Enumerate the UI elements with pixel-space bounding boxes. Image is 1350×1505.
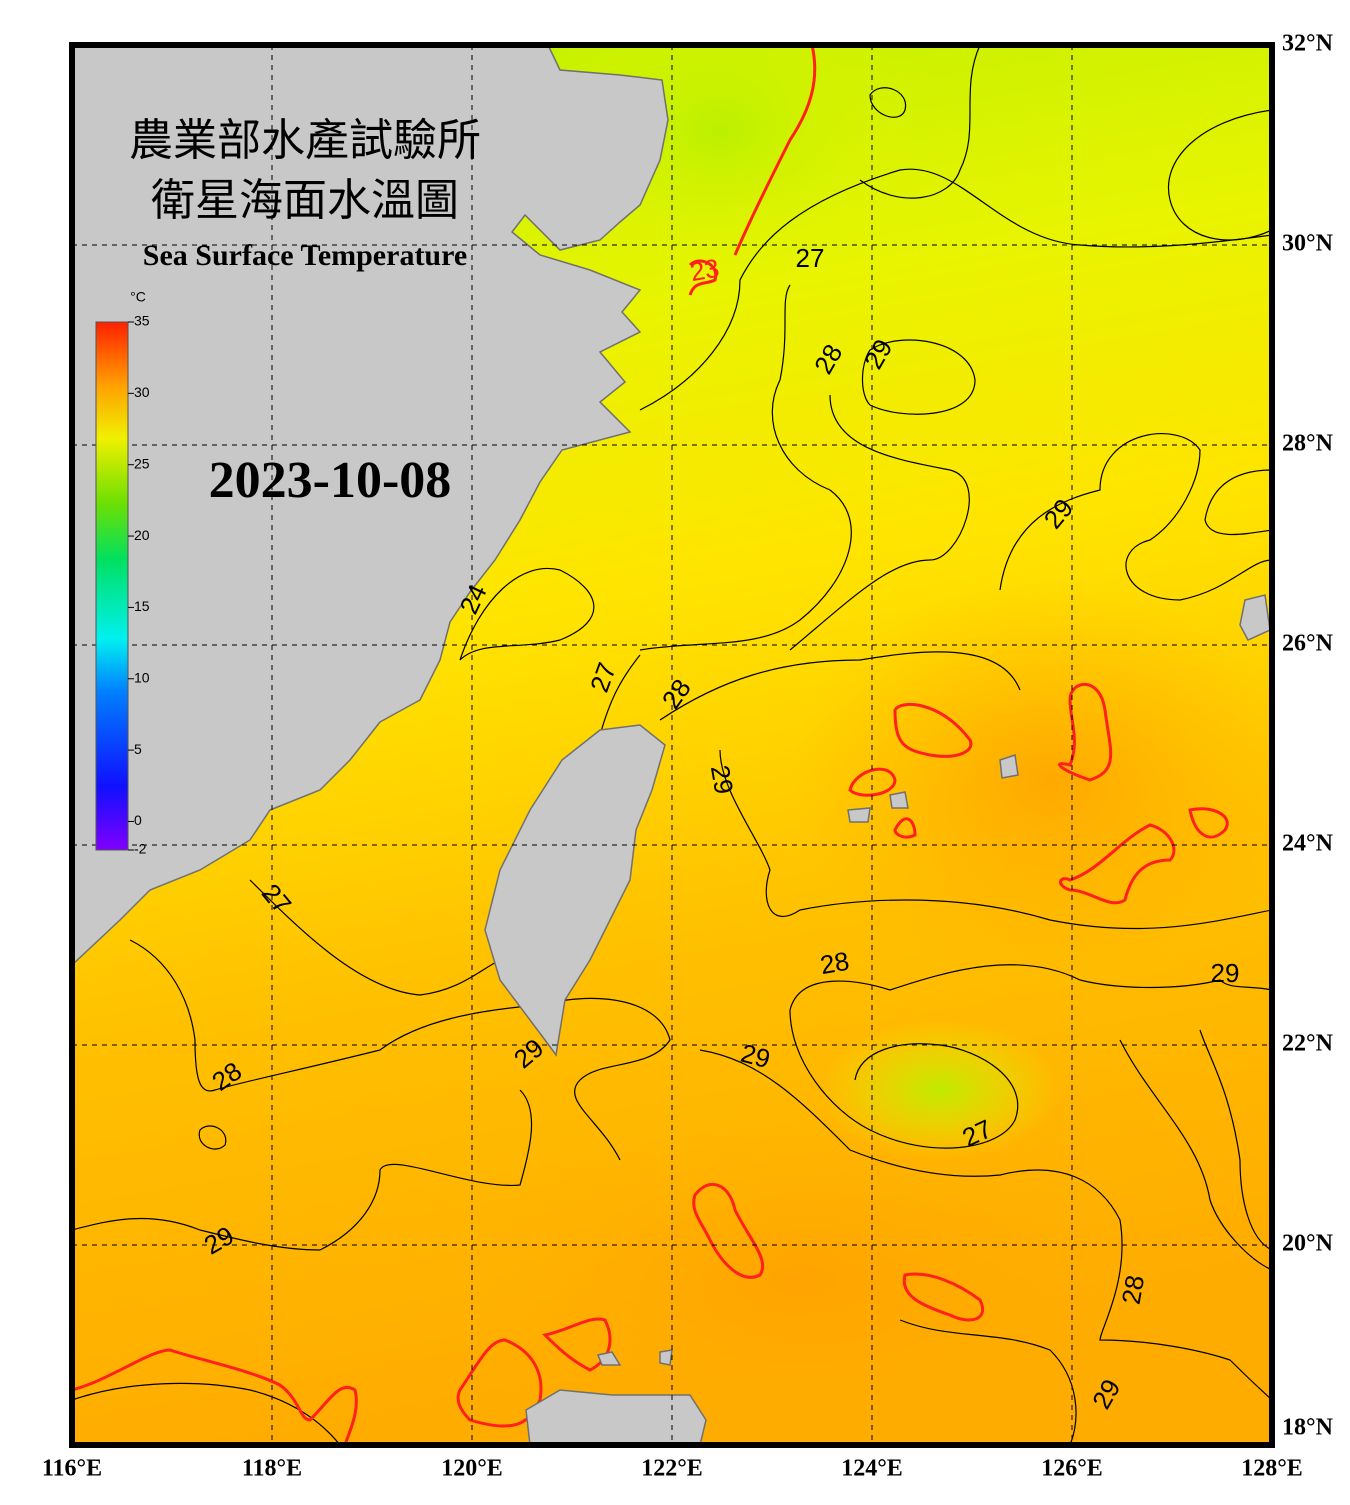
contour-label: 27 [796,243,825,273]
colorbar-tick-label: 20 [134,527,150,543]
lat-tick-label: 26°N [1282,631,1334,657]
lat-tick-label: 28°N [1282,431,1334,457]
lon-tick-label: 128°E [1241,1456,1303,1482]
colorbar-unit: °C [130,289,146,305]
lon-tick-label: 126°E [1041,1456,1103,1482]
lat-tick-label: 24°N [1282,831,1334,857]
subtitle: Sea Surface Temperature [143,239,467,272]
contour-label: 23 [688,253,722,288]
colorbar-tick-label: 35 [134,313,150,329]
title-line: 衛星海面水溫圖 [151,176,459,225]
date: 2023-10-08 [209,452,452,509]
lon-tick-label: 116°E [42,1456,102,1482]
contour-label: 28 [818,946,852,981]
colorbar-scale [95,321,129,851]
colorbar-tick-label: 15 [134,598,150,614]
lat-tick-label: 32°N [1282,31,1334,57]
lon-tick-label: 122°E [641,1456,703,1482]
lat-tick-label: 18°N [1282,1415,1334,1441]
lon-tick-label: 124°E [841,1456,903,1482]
colorbar-tick-label: 5 [134,741,142,757]
colorbar-tick-label: 10 [134,669,150,685]
colorbar-tick-label: -2 [134,841,147,857]
lat-tick-label: 22°N [1282,1031,1334,1057]
land [72,45,1271,1445]
colorbar: -2 0 5 10 15 20 25 30 35 [95,313,150,857]
contour-label: 28 [1116,1273,1151,1307]
lat-tick-label: 30°N [1282,231,1334,257]
contour-label: 29 [705,763,740,797]
lon-tick-label: 118°E [242,1456,302,1482]
warm-water [790,580,1272,980]
colorbar-tick-label: 30 [134,384,150,400]
colorbar-tick-label: 25 [134,455,150,471]
lat-tick-label: 20°N [1282,1231,1334,1257]
title-line: 農業部水產試驗所 [129,116,481,165]
warm-water [450,1120,1150,1440]
contour-label: 29 [1211,958,1240,988]
isotherms [72,45,1272,1445]
isotherm-30 [72,45,1229,1445]
lon-tick-label: 120°E [441,1456,503,1482]
map-frame [69,42,1275,1448]
colorbar-tick-label: 0 [134,812,142,828]
